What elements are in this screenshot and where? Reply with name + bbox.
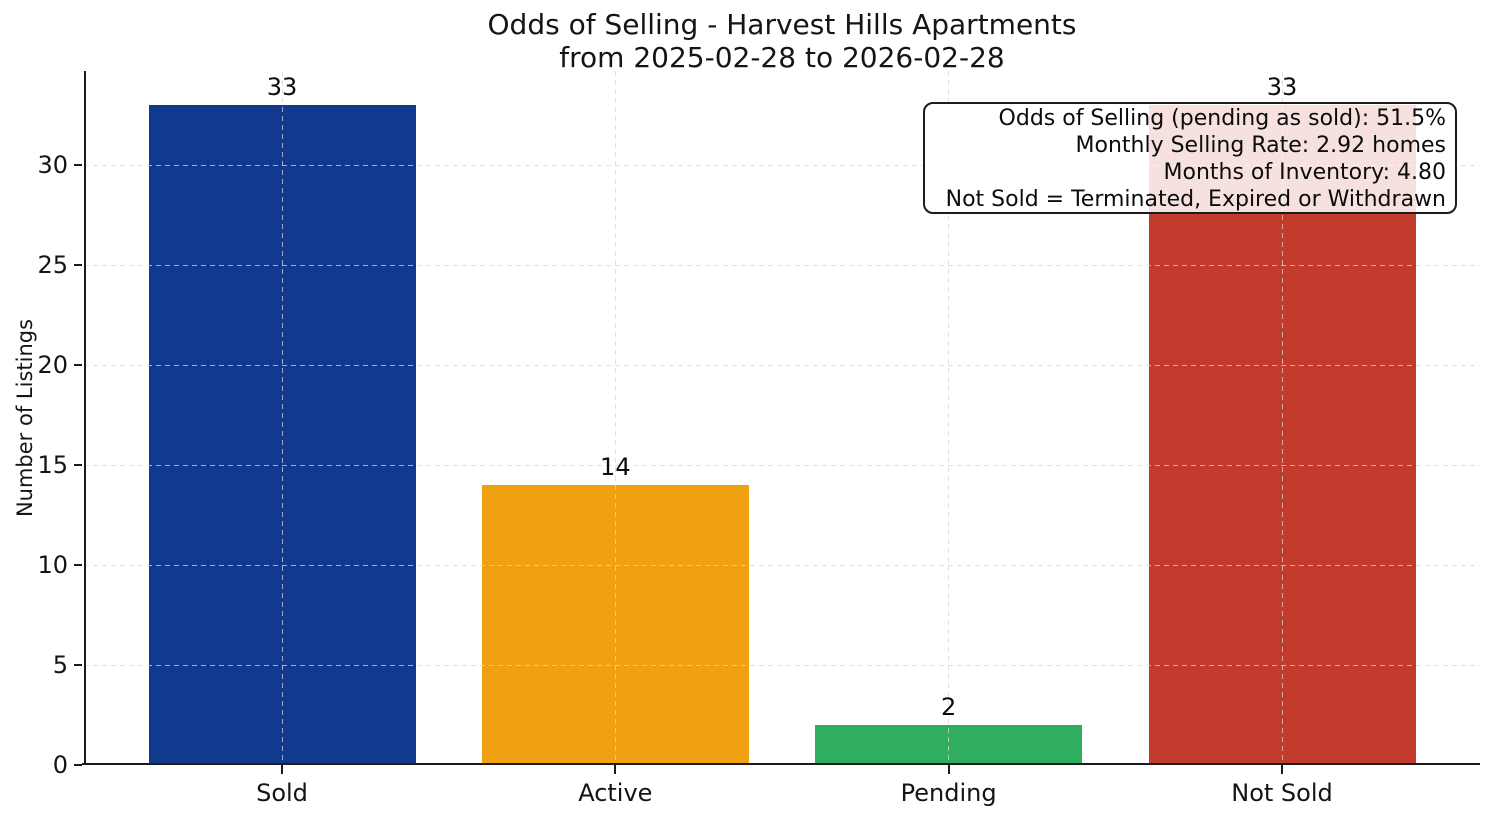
- y-tick-label-30: 30: [37, 151, 68, 179]
- y-tick-5: [74, 664, 82, 666]
- y-axis-spine: [84, 71, 86, 765]
- gridline-v-active: [614, 71, 616, 765]
- stats-annotation-box: Odds of Selling (pending as sold): 51.5%…: [923, 102, 1457, 214]
- y-tick-label-20: 20: [37, 351, 68, 379]
- chart-title: Odds of Selling - Harvest Hills Apartmen…: [84, 8, 1480, 74]
- x-tick-label-not-sold: Not Sold: [1231, 779, 1333, 807]
- gridline-v-sold: [281, 71, 283, 765]
- annotation-line-monthly-rate: Monthly Selling Rate: 2.92 homes: [1075, 133, 1446, 158]
- x-tick-label-sold: Sold: [256, 779, 308, 807]
- gridline-h-20: [84, 364, 1480, 366]
- gridline-h-25: [84, 264, 1480, 266]
- annotation-line-odds: Odds of Selling (pending as sold): 51.5%: [998, 106, 1446, 131]
- gridline-h-10: [84, 564, 1480, 566]
- chart-title-line1: Odds of Selling - Harvest Hills Apartmen…: [487, 8, 1077, 41]
- x-tick-label-active: Active: [578, 779, 653, 807]
- y-tick-25: [74, 264, 82, 266]
- chart-title-line2: from 2025-02-28 to 2026-02-28: [559, 41, 1005, 74]
- x-tick-label-pending: Pending: [900, 779, 997, 807]
- x-tick-sold: [281, 765, 283, 774]
- y-tick-20: [74, 364, 82, 366]
- y-tick-label-10: 10: [37, 551, 68, 579]
- annotation-line-not-sold-def: Not Sold = Terminated, Expired or Withdr…: [945, 187, 1446, 212]
- gridline-v-pending: [948, 71, 950, 765]
- y-tick-10: [74, 564, 82, 566]
- y-tick-label-15: 15: [37, 451, 68, 479]
- gridline-v-not-sold: [1281, 71, 1283, 765]
- bar-value-label-active: 14: [600, 453, 631, 481]
- x-tick-pending: [947, 765, 950, 774]
- x-tick-not-sold: [1281, 765, 1283, 774]
- y-tick-label-25: 25: [37, 251, 68, 279]
- y-tick-label-5: 5: [52, 651, 68, 679]
- plot-area: 33 14 2 33 0 5 10 15 20 25 30 Sold Active Pending Not …: [37, 71, 1480, 807]
- gridline-h-15: [84, 464, 1480, 466]
- y-tick-0: [74, 764, 82, 766]
- gridline-h-5: [84, 664, 1480, 666]
- gridline-h-30: [84, 164, 1480, 166]
- x-axis-spine: [82, 762, 1480, 765]
- annotation-line-inventory: Months of Inventory: 4.80: [1163, 160, 1446, 185]
- x-tick-active: [614, 765, 617, 774]
- y-tick-30: [74, 164, 82, 166]
- bar-value-label-pending: 2: [941, 693, 957, 721]
- y-tick-label-0: 0: [52, 751, 68, 779]
- y-axis-label: Number of Listings: [13, 318, 37, 518]
- bar-value-label-sold: 33: [266, 73, 298, 101]
- y-tick-15: [74, 464, 82, 466]
- bar-value-label-not-sold: 33: [1266, 73, 1298, 101]
